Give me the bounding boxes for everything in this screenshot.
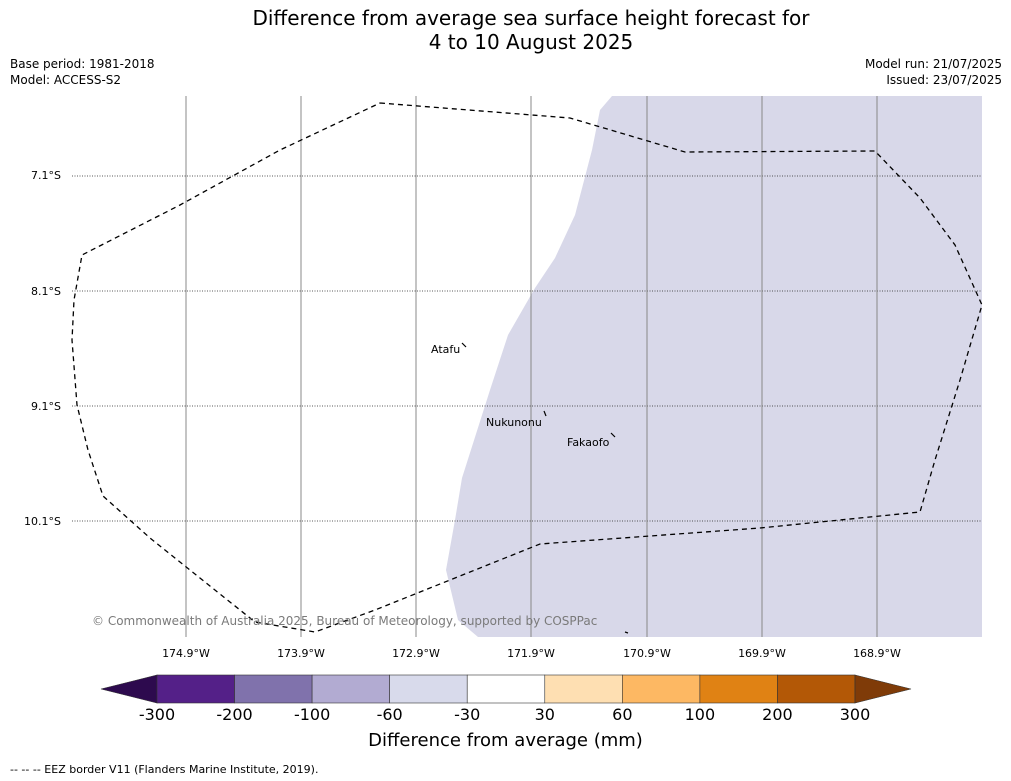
colorbar-extend-high: [854, 674, 912, 704]
colorbar-tick-label: -200: [216, 705, 253, 724]
small-island-mark: [624, 631, 629, 634]
lon-label-173-9: 173.9°W: [277, 647, 325, 660]
colorbar-tick-label: -100: [293, 705, 331, 724]
colorbar-title: Difference from average (mm): [368, 730, 643, 751]
model-name: Model: ACCESS-S2: [10, 73, 122, 87]
nukunonu-island-mark: [543, 410, 547, 417]
anomaly-region: [446, 96, 982, 637]
eez-border: [71, 102, 983, 633]
colorbar-tick-label: 60: [612, 705, 633, 724]
lon-label-168-9: 168.9°W: [853, 647, 901, 660]
colorbar-segment: [234, 674, 313, 704]
map-title: Difference from average sea surface heig…: [0, 6, 1011, 54]
colorbar-tick-label: -60: [376, 705, 403, 724]
lon-label-172-9: 172.9°W: [392, 647, 440, 660]
meta-left: Base period: 1981-2018 Model: ACCESS-S2: [10, 56, 155, 88]
base-period: Base period: 1981-2018: [10, 57, 155, 71]
lon-label-170-9: 170.9°W: [623, 647, 671, 660]
eez-legend-footnote: -- -- -- EEZ border V11 (Flanders Marine…: [10, 763, 319, 776]
meta-right: Model run: 21/07/2025 Issued: 23/07/2025: [865, 56, 1002, 88]
colorbar-tick-label: -30: [454, 705, 481, 724]
colorbar-segment: [622, 674, 701, 704]
atafu-island-mark: [461, 342, 467, 348]
lat-label-7-1: 7.1°S: [31, 169, 61, 182]
lon-gridlines: [185, 96, 878, 637]
colorbar-segment: [699, 674, 778, 704]
place-nukunonu: Nukunonu: [486, 416, 542, 429]
place-atafu: Atafu: [431, 343, 461, 356]
colorbar-extend-low: [100, 674, 158, 704]
island-marks: [461, 342, 629, 634]
title-line-2: 4 to 10 August 2025: [428, 30, 634, 54]
colorbar-segment: [156, 674, 235, 704]
colorbar-tick-label: 200: [762, 705, 793, 724]
lon-label-171-9: 171.9°W: [507, 647, 555, 660]
colorbar-tick-label: -300: [138, 705, 176, 724]
colorbar-segment: [777, 674, 856, 704]
lat-gridlines: [72, 175, 982, 522]
copyright-notice: © Commonwealth of Australia 2025, Bureau…: [92, 614, 598, 628]
fakaofo-island-mark: [610, 432, 616, 438]
colorbar-segment: [389, 674, 468, 704]
colorbar: [100, 674, 912, 704]
colorbar-segment: [544, 674, 623, 704]
lon-label-174-9: 174.9°W: [162, 647, 210, 660]
colorbar-segment: [311, 674, 390, 704]
colorbar-tick-label: 100: [684, 705, 716, 724]
title-line-1: Difference from average sea surface heig…: [252, 6, 810, 30]
model-run: Model run: 21/07/2025: [864, 57, 1002, 71]
lon-label-169-9: 169.9°W: [738, 647, 786, 660]
lat-label-9-1: 9.1°S: [31, 400, 61, 413]
issued-date: Issued: 23/07/2025: [886, 73, 1002, 87]
lat-label-8-1: 8.1°S: [31, 285, 61, 298]
colorbar-segment: [466, 674, 546, 704]
lat-label-10-1: 10.1°S: [24, 515, 61, 528]
colorbar-tick-label: 300: [839, 705, 871, 724]
colorbar-tick-label: 30: [534, 705, 555, 724]
place-fakaofo: Fakaofo: [567, 436, 610, 449]
